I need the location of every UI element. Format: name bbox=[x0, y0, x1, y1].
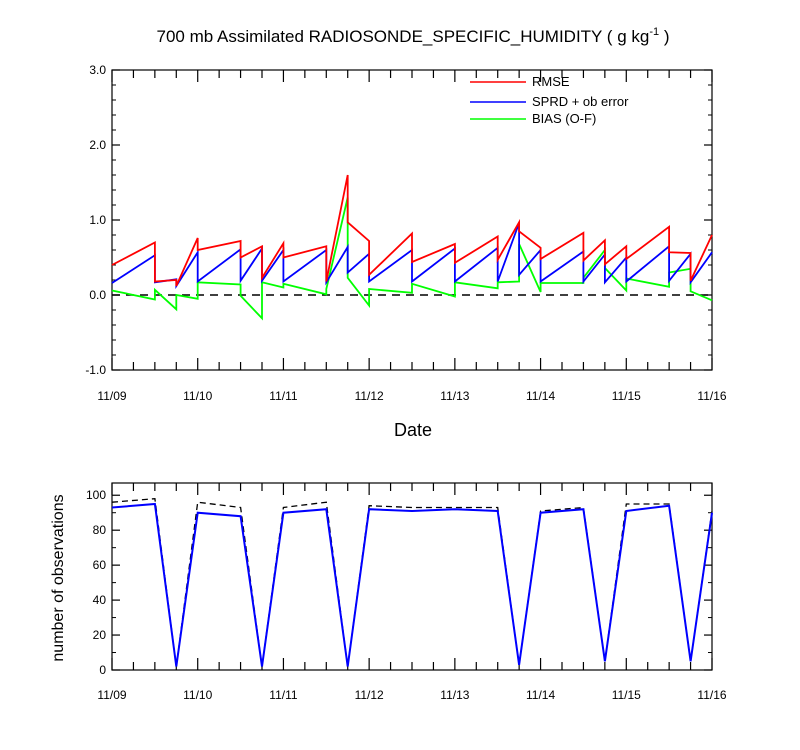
title-superscript: -1 bbox=[649, 26, 659, 38]
y-tick-label: 60 bbox=[93, 558, 107, 572]
x-tick-label: 11/15 bbox=[612, 389, 641, 403]
top-x-ticks: 11/09 11/10 11/11 11/12 11/13 11/14 11/15 11/16 bbox=[97, 70, 727, 403]
y-tick-label: 3.0 bbox=[89, 63, 106, 77]
x-tick-label: 11/11 bbox=[269, 688, 298, 702]
x-tick-label: 11/15 bbox=[612, 688, 641, 702]
x-tick-label: 11/12 bbox=[355, 389, 384, 403]
x-tick-label: 11/16 bbox=[697, 688, 726, 702]
x-tick-label: 11/14 bbox=[526, 688, 555, 702]
legend-label-rmse: RMSE bbox=[532, 74, 570, 89]
x-tick-label: 11/13 bbox=[440, 688, 469, 702]
x-tick-label: 11/10 bbox=[183, 389, 212, 403]
legend-label-sprd: SPRD + ob error bbox=[532, 94, 629, 109]
top-legend: RMSE SPRD + ob error BIAS (O-F) bbox=[470, 74, 629, 126]
y-tick-label: 80 bbox=[93, 523, 107, 537]
top-series-lines bbox=[111, 174, 713, 321]
series-line-bias-o-f bbox=[111, 197, 713, 321]
x-tick-label: 11/16 bbox=[697, 389, 726, 403]
bottom-x-ticks: 11/09 11/10 11/11 11/12 11/13 11/14 11/15 11/16 bbox=[97, 483, 727, 702]
x-tick-label: 11/14 bbox=[526, 389, 555, 403]
series-line-rmse bbox=[111, 174, 713, 287]
legend-label-bias: BIAS (O-F) bbox=[532, 111, 596, 126]
y-tick-label: 40 bbox=[93, 593, 107, 607]
x-tick-label: 11/12 bbox=[355, 688, 384, 702]
x-tick-label: 11/10 bbox=[183, 688, 212, 702]
x-tick-label: 11/13 bbox=[440, 389, 469, 403]
top-x-axis-label: Date bbox=[394, 420, 432, 440]
y-tick-label: -1.0 bbox=[85, 363, 106, 377]
series-line-total bbox=[111, 498, 713, 667]
bottom-series-lines bbox=[111, 498, 713, 667]
top-plot: 3.02.01.00.0-1.0 11/09 11/10 11/11 11/12 11/… bbox=[85, 63, 727, 440]
y-tick-label: 0.0 bbox=[89, 288, 106, 302]
x-tick-label: 11/11 bbox=[269, 389, 298, 403]
y-tick-label: 0 bbox=[99, 663, 106, 677]
series-line-assimilated bbox=[111, 502, 713, 667]
y-tick-label: 1.0 bbox=[89, 213, 106, 227]
x-tick-label: 11/09 bbox=[97, 688, 126, 702]
chart-title: 700 mb Assimilated RADIOSONDE_SPECIFIC_H… bbox=[157, 26, 670, 46]
bottom-y-ticks: 100 80 60 40 20 0 bbox=[86, 488, 712, 677]
title-end: ) bbox=[659, 27, 669, 46]
x-tick-label: 11/09 bbox=[97, 389, 126, 403]
top-plot-frame bbox=[111, 69, 713, 371]
y-tick-label: 100 bbox=[86, 488, 106, 502]
top-y-ticks: 3.0 2.0 1.0 0.0 -1.0 bbox=[85, 63, 712, 377]
bottom-y-axis-label: number of observations bbox=[50, 494, 67, 661]
series-line-sprd-ob-error bbox=[111, 222, 713, 290]
y-tick-label: 20 bbox=[93, 628, 107, 642]
y-tick-label: 2.0 bbox=[89, 138, 106, 152]
